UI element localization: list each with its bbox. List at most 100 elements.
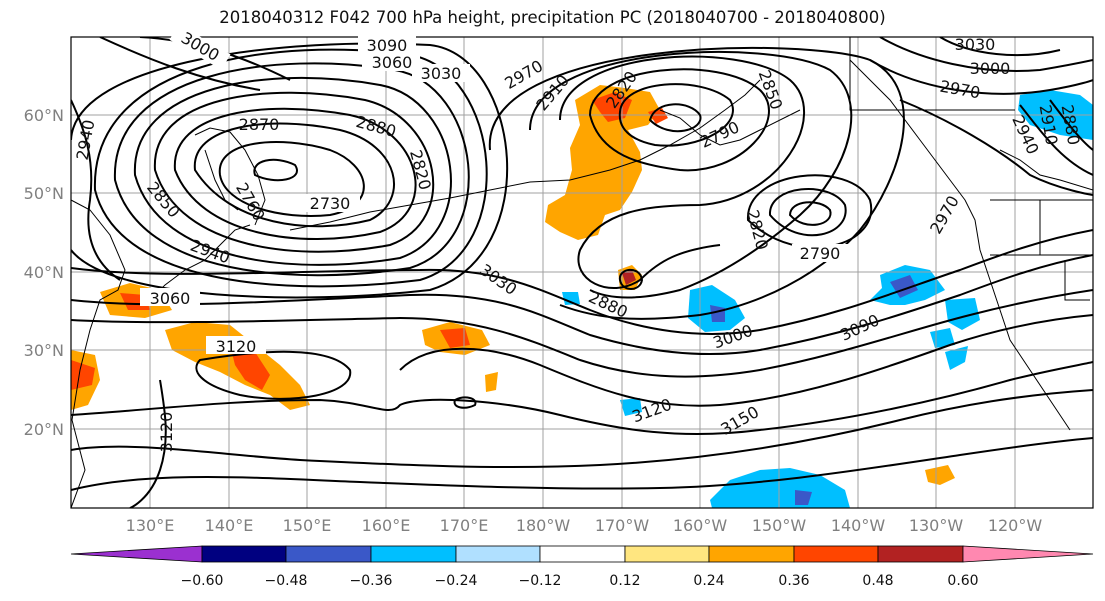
height-contour [133, 76, 452, 266]
colorbar-segment [539, 545, 626, 563]
precip-negative-area [945, 346, 968, 370]
height-contour [153, 91, 435, 253]
precip-negative-area [620, 398, 642, 416]
latitude-labels: 60°N 50°N 40°N 30°N 20°N [24, 106, 64, 439]
colorbar-segment [877, 545, 964, 563]
height-contour [129, 379, 167, 508]
coastline [849, 37, 1015, 111]
lon-label: 160°W [673, 516, 728, 535]
precip-negative-area [710, 305, 725, 322]
height-contour [618, 268, 644, 290]
colorbar-tick: 0.48 [862, 573, 893, 589]
colorbar-segment [370, 545, 457, 563]
colorbar-segment [624, 545, 710, 563]
precip-positive-area [71, 360, 95, 390]
contour-label: 3060 [150, 289, 191, 308]
height-contour [899, 99, 1093, 196]
contour-label: 3030 [955, 35, 996, 54]
height-contour [488, 46, 905, 320]
colorbar-segment [201, 545, 287, 563]
map-title: 2018040312 F042 700 hPa height, precipit… [219, 8, 886, 27]
colorbar-tick: 0.60 [947, 573, 978, 589]
colorbar-segment [285, 545, 372, 563]
height-contour [71, 254, 1093, 356]
colorbar-tick: −0.24 [435, 573, 478, 589]
height-contour [93, 48, 488, 288]
height-contour [559, 55, 806, 290]
colorbar-tick: −0.12 [519, 573, 562, 589]
height-contour [193, 122, 395, 228]
coastline [999, 149, 1093, 191]
height-contour [879, 37, 1093, 72]
coastline [1064, 260, 1090, 301]
precip-positive-area [440, 328, 470, 348]
height-contour [529, 50, 853, 299]
height-contour [399, 314, 1093, 407]
colorbar-ticks: −0.60 −0.48 −0.36 −0.24 −0.12 0.12 0.24 … [181, 573, 979, 589]
lat-label: 60°N [24, 106, 64, 125]
height-contour [453, 396, 477, 409]
coastline [71, 199, 126, 508]
contour-label: 3030 [421, 64, 462, 83]
contour-label: 2790 [800, 244, 841, 263]
colorbar-segment [455, 545, 541, 563]
colorbar-tick: −0.60 [181, 573, 224, 589]
precip-positive-area [622, 270, 636, 285]
height-contour [869, 59, 1093, 95]
precip-positive-area [485, 372, 498, 392]
colorbar-tick: 0.12 [609, 573, 640, 589]
colorbar-tick: 0.24 [693, 573, 724, 589]
colorbar-tick: −0.36 [350, 573, 393, 589]
contour-label: 3120 [157, 412, 176, 453]
lat-label: 30°N [24, 341, 64, 360]
height-contour [648, 103, 702, 133]
colorbar-tick: 0.36 [778, 573, 809, 589]
map-frame [70, 36, 1094, 509]
height-contour [71, 361, 1093, 436]
lon-label: 170°W [595, 516, 650, 535]
longitude-labels: 130°E 140°E 150°E 160°E 170°E 180°W 170°… [126, 516, 1043, 535]
height-contour [173, 107, 417, 241]
height-contour [195, 350, 352, 400]
precip-positive-area [648, 108, 668, 124]
lon-label: 180°W [516, 516, 571, 535]
precip-positive-area [925, 465, 955, 485]
colorbar-segment [70, 545, 203, 563]
lon-label: 160°E [362, 516, 411, 535]
height-contour [588, 68, 770, 172]
height-contour [618, 83, 734, 147]
colorbar-segment [962, 545, 1094, 563]
height-contour [71, 99, 121, 281]
coastline [289, 159, 641, 231]
lon-label: 150°E [283, 516, 332, 535]
contour-label: 3090 [367, 36, 408, 55]
precip-negative-area [795, 490, 812, 505]
height-contour [768, 188, 847, 237]
height-contours [71, 37, 1093, 508]
lon-label: 150°W [752, 516, 807, 535]
height-contour [99, 37, 261, 91]
height-contour [71, 389, 1093, 469]
lon-label: 130°E [126, 516, 175, 535]
height-contour [788, 201, 832, 226]
contour-label: 3000 [970, 59, 1011, 78]
colorbar-segment [708, 545, 795, 563]
coastline [990, 199, 1093, 300]
colorbar-segments [70, 545, 1094, 563]
contour-label: 3060 [372, 53, 413, 72]
height-contour [218, 141, 365, 217]
lat-label: 50°N [24, 184, 64, 203]
height-contour [1019, 104, 1093, 176]
contour-label: 2870 [239, 115, 280, 134]
precip-negative-area [710, 468, 850, 508]
precip-negative-area [945, 298, 980, 330]
lon-label: 140°W [831, 516, 886, 535]
height-contour [253, 158, 298, 182]
coastline [639, 79, 761, 161]
lat-label: 20°N [24, 420, 64, 439]
colorbar-segment [793, 545, 879, 563]
lon-label: 120°W [988, 516, 1043, 535]
height-contour [939, 37, 1061, 57]
lon-label: 170°E [440, 516, 489, 535]
